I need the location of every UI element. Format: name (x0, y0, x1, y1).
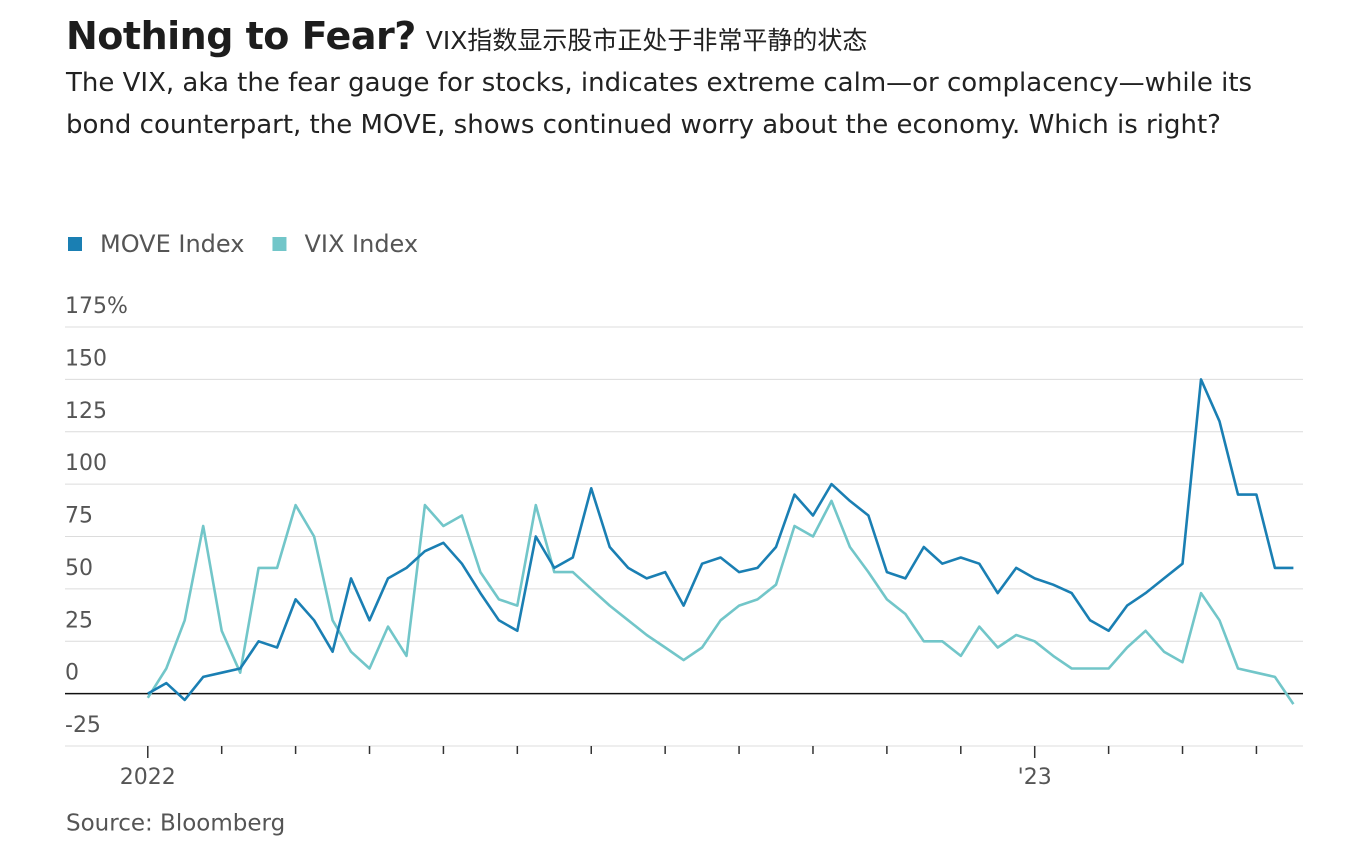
series-line (146, 499, 1295, 705)
y-tick-label: 75 (65, 504, 93, 529)
y-tick-label: 0 (65, 661, 79, 686)
y-tick-label: -25 (65, 713, 101, 738)
y-tick-label: 150 (65, 346, 107, 371)
y-tick-label: 125 (65, 399, 107, 424)
y-tick-label: 175% (65, 294, 128, 319)
header: Nothing to Fear? VIX指数显示股市正处于非常平静的状态 The … (66, 14, 1296, 146)
y-tick-label: 50 (65, 556, 93, 581)
legend-label: MOVE Index (100, 230, 244, 258)
title-row: Nothing to Fear? VIX指数显示股市正处于非常平静的状态 (66, 14, 1296, 58)
legend-swatch (68, 237, 82, 251)
y-tick-label: 25 (65, 608, 93, 633)
chart-title: Nothing to Fear? (66, 14, 416, 58)
x-tick-label: '23 (1018, 765, 1052, 790)
x-tick-label: 2022 (120, 765, 176, 790)
y-tick-label: 100 (65, 451, 107, 476)
series-line (147, 378, 1294, 702)
source: Source: Bloomberg (66, 811, 285, 837)
legend-label: VIX Index (304, 230, 418, 258)
title-note: VIX指数显示股市正处于非常平静的状态 (425, 26, 868, 55)
legend-swatch (272, 237, 287, 251)
chart-subtitle: The VIX, aka the fear gauge for stocks, … (66, 68, 1253, 140)
